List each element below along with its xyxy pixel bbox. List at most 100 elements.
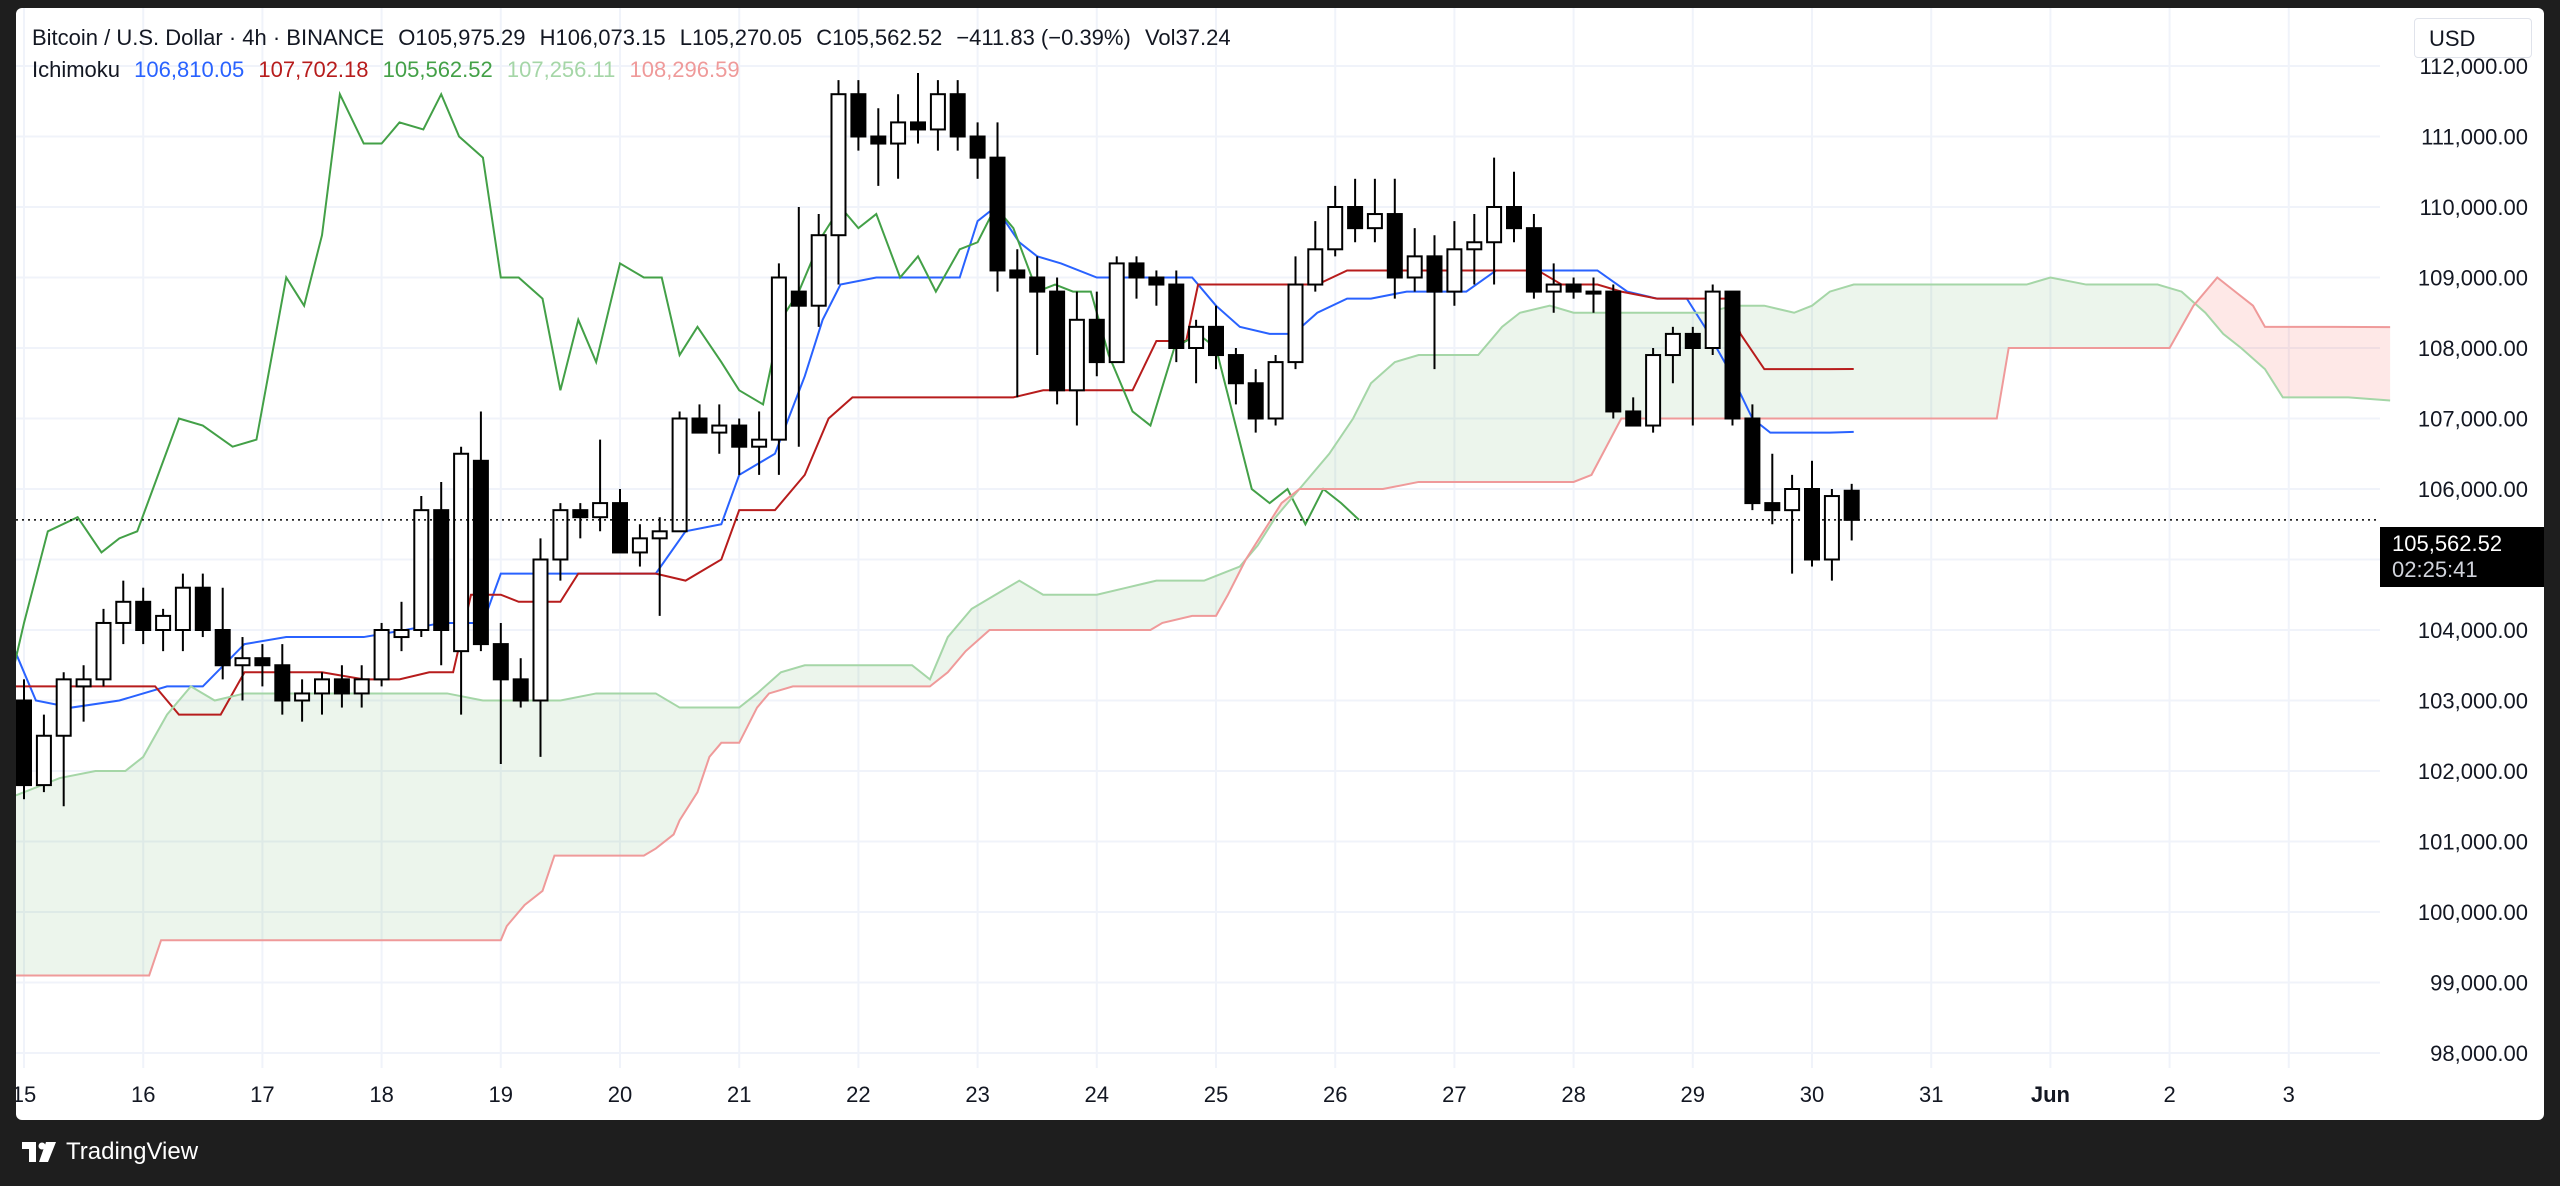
candle-body bbox=[1426, 255, 1443, 293]
candle-down bbox=[1684, 326, 1701, 426]
candle-down bbox=[16, 679, 32, 800]
candle-down bbox=[214, 587, 231, 680]
candle-down bbox=[472, 411, 489, 652]
candle-body bbox=[870, 135, 887, 145]
candle-up bbox=[1446, 221, 1463, 306]
candle-down bbox=[194, 573, 211, 638]
candle-down bbox=[1168, 270, 1185, 363]
candle-down bbox=[1088, 291, 1105, 377]
candle-down bbox=[989, 122, 1006, 292]
candle-body bbox=[75, 678, 92, 688]
candle-body bbox=[929, 93, 946, 131]
candle-up bbox=[115, 580, 132, 645]
price-axis-label: 108,000.00 bbox=[2418, 336, 2528, 361]
candle-body bbox=[1009, 269, 1026, 279]
chart-panel[interactable]: 98,000.00 99,000.00 100,000.00 101,000.00 10… bbox=[16, 8, 2544, 1120]
tradingview-brand[interactable]: TradingView bbox=[22, 1136, 198, 1168]
candle-up bbox=[1585, 277, 1602, 313]
price-axis-label: 111,000.00 bbox=[2421, 125, 2528, 150]
candle-down bbox=[870, 108, 887, 186]
chart-legend: Bitcoin / U.S. Dollar · 4h · BINANCE O10… bbox=[32, 22, 1239, 86]
candle-up bbox=[35, 714, 52, 793]
time-axis-label: 19 bbox=[489, 1082, 513, 1107]
symbol-row: Bitcoin / U.S. Dollar · 4h · BINANCE O10… bbox=[32, 22, 1239, 54]
candle-up bbox=[393, 601, 410, 652]
time-axis-label: 3 bbox=[2283, 1082, 2295, 1107]
candle-down bbox=[969, 122, 986, 179]
candle-down bbox=[1565, 277, 1582, 299]
candle-body bbox=[1724, 290, 1741, 420]
indicator-value-span-b: 108,296.59 bbox=[629, 57, 740, 82]
time-axis-label: 29 bbox=[1681, 1082, 1705, 1107]
candle-down bbox=[1148, 270, 1165, 306]
candle-down bbox=[910, 73, 926, 144]
candle-body bbox=[1267, 361, 1284, 420]
candle-up bbox=[810, 214, 827, 327]
candle-up bbox=[830, 80, 847, 285]
ichimoku-cloud bbox=[16, 277, 2391, 976]
candle-body bbox=[1168, 283, 1185, 349]
candle-body bbox=[1088, 318, 1105, 364]
candle-down bbox=[1843, 483, 1860, 541]
time-axis-label: 2 bbox=[2163, 1082, 2175, 1107]
candle-body bbox=[1227, 354, 1244, 385]
indicator-value-base: 107,702.18 bbox=[258, 57, 369, 82]
candle-up bbox=[592, 439, 609, 532]
indicator-row[interactable]: Ichimoku 106,810.05 107,702.18 105,562.5… bbox=[32, 54, 1239, 86]
candle-body bbox=[1744, 417, 1761, 505]
candle-up bbox=[651, 517, 668, 616]
candle-down bbox=[1625, 397, 1642, 427]
indicator-name[interactable]: Ichimoku bbox=[32, 57, 121, 82]
candles bbox=[16, 73, 1860, 807]
candle-down bbox=[1128, 256, 1145, 299]
indicator-value-lagging: 105,562.52 bbox=[382, 57, 493, 82]
candle-down bbox=[850, 80, 867, 151]
time-axis-label: 15 bbox=[16, 1082, 36, 1107]
candle-body bbox=[234, 657, 251, 667]
candle-down bbox=[512, 658, 529, 708]
candle-down bbox=[949, 80, 966, 151]
candle-up bbox=[174, 573, 191, 652]
candle-up bbox=[1307, 221, 1324, 292]
candle-body bbox=[512, 678, 529, 702]
candle-body bbox=[810, 234, 827, 307]
candle-body bbox=[910, 121, 926, 131]
candle-up bbox=[234, 637, 251, 701]
candle-up bbox=[532, 538, 549, 757]
candle-body bbox=[194, 586, 211, 632]
symbol-title[interactable]: Bitcoin / U.S. Dollar · 4h · BINANCE bbox=[32, 25, 385, 50]
currency-selector[interactable]: USD bbox=[2414, 18, 2532, 58]
candle-down bbox=[1386, 178, 1403, 299]
candle-down bbox=[1744, 404, 1761, 511]
ohlc-high: H106,073.15 bbox=[539, 25, 666, 50]
candle-body bbox=[314, 678, 330, 695]
candle-down bbox=[612, 489, 628, 554]
candle-down bbox=[1009, 249, 1026, 398]
candle-body bbox=[472, 459, 489, 646]
candle-up bbox=[1545, 263, 1562, 313]
price-axis-label: 110,000.00 bbox=[2420, 195, 2528, 220]
candle-up bbox=[1287, 256, 1304, 370]
conversion-line bbox=[16, 205, 1854, 709]
candle-down bbox=[1724, 290, 1741, 426]
price-axis-label: 99,000.00 bbox=[2430, 971, 2528, 996]
candle-body bbox=[135, 600, 152, 631]
candle-up bbox=[751, 411, 768, 475]
candle-body bbox=[612, 502, 628, 554]
time-axis-label: 17 bbox=[250, 1082, 274, 1107]
candle-up bbox=[1704, 284, 1721, 356]
candle-down bbox=[135, 587, 152, 645]
price-axis-label: 100,000.00 bbox=[2418, 900, 2528, 925]
cloud-bullish-area bbox=[1300, 277, 2195, 489]
candle-body bbox=[1545, 283, 1562, 293]
candle-up bbox=[95, 608, 112, 687]
candle-up bbox=[353, 665, 370, 708]
candle-body bbox=[532, 558, 549, 702]
candle-body bbox=[1029, 276, 1046, 293]
price-axis-label: 98,000.00 bbox=[2430, 1041, 2528, 1066]
candle-body bbox=[1446, 248, 1463, 293]
candle-up bbox=[929, 80, 946, 151]
price-chart[interactable]: 98,000.00 99,000.00 100,000.00 101,000.00 10… bbox=[16, 8, 2544, 1120]
candle-body bbox=[413, 509, 430, 631]
current-price-badge: 105,562.52 02:25:41 bbox=[2380, 527, 2544, 587]
